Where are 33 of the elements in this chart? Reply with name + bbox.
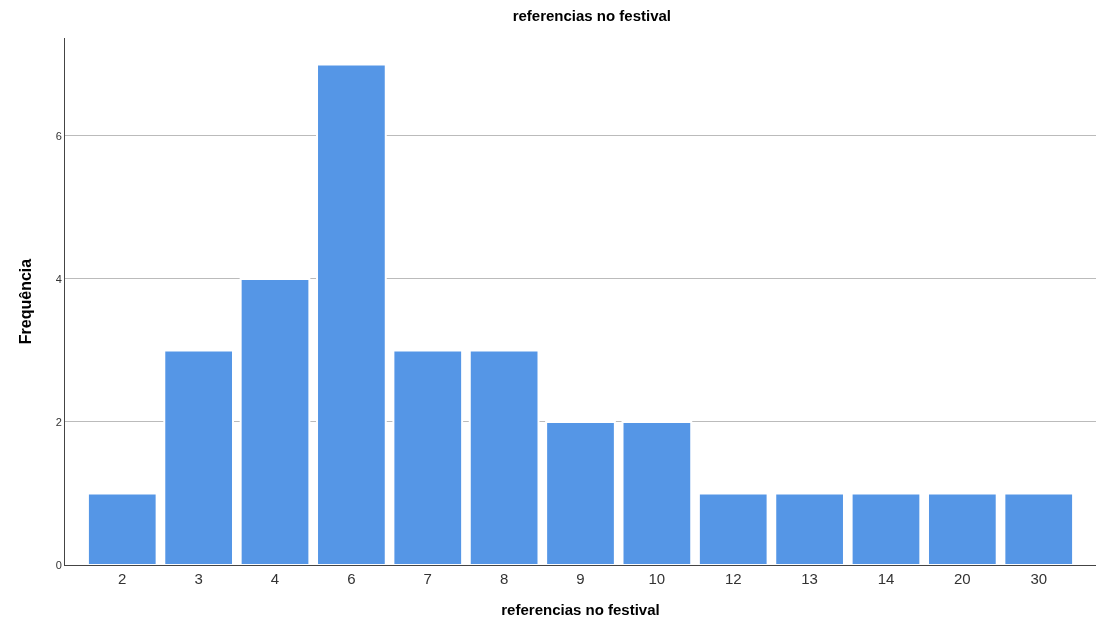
bar	[392, 349, 464, 565]
y-axis-title: Frequência	[16, 258, 34, 345]
x-tick-label: 13	[801, 570, 818, 587]
bar	[468, 349, 540, 565]
bar	[774, 492, 845, 565]
bar	[239, 277, 311, 565]
x-tick-label: 14	[877, 570, 895, 587]
x-tick-label: 20	[954, 570, 971, 587]
y-tick-label: 4	[55, 272, 62, 285]
bar	[163, 349, 235, 565]
bar	[1003, 492, 1075, 565]
y-tick-label: 0	[55, 558, 62, 571]
bar	[697, 492, 769, 565]
x-tick-label: 30	[1030, 570, 1048, 587]
bar	[545, 420, 616, 565]
bar	[850, 492, 922, 565]
x-tick-label: 2	[118, 570, 127, 587]
x-tick-label: 3	[194, 570, 203, 587]
x-axis-title: referencias no festival	[501, 601, 660, 618]
x-tick-label: 8	[499, 570, 509, 587]
x-tick-label: 9	[576, 570, 585, 587]
y-tick-label: 2	[55, 415, 62, 428]
chart-title: referencias no festival	[512, 7, 672, 25]
x-tick-label: 7	[423, 570, 432, 587]
bar	[926, 492, 998, 565]
x-tick-label: 4	[270, 570, 280, 587]
bar	[86, 492, 158, 565]
x-tick-label: 6	[347, 570, 356, 587]
y-tick-label: 6	[55, 129, 62, 142]
x-tick-label: 12	[724, 570, 742, 587]
x-tick-label: 10	[648, 570, 666, 587]
bar	[621, 420, 693, 565]
bar	[316, 63, 387, 565]
